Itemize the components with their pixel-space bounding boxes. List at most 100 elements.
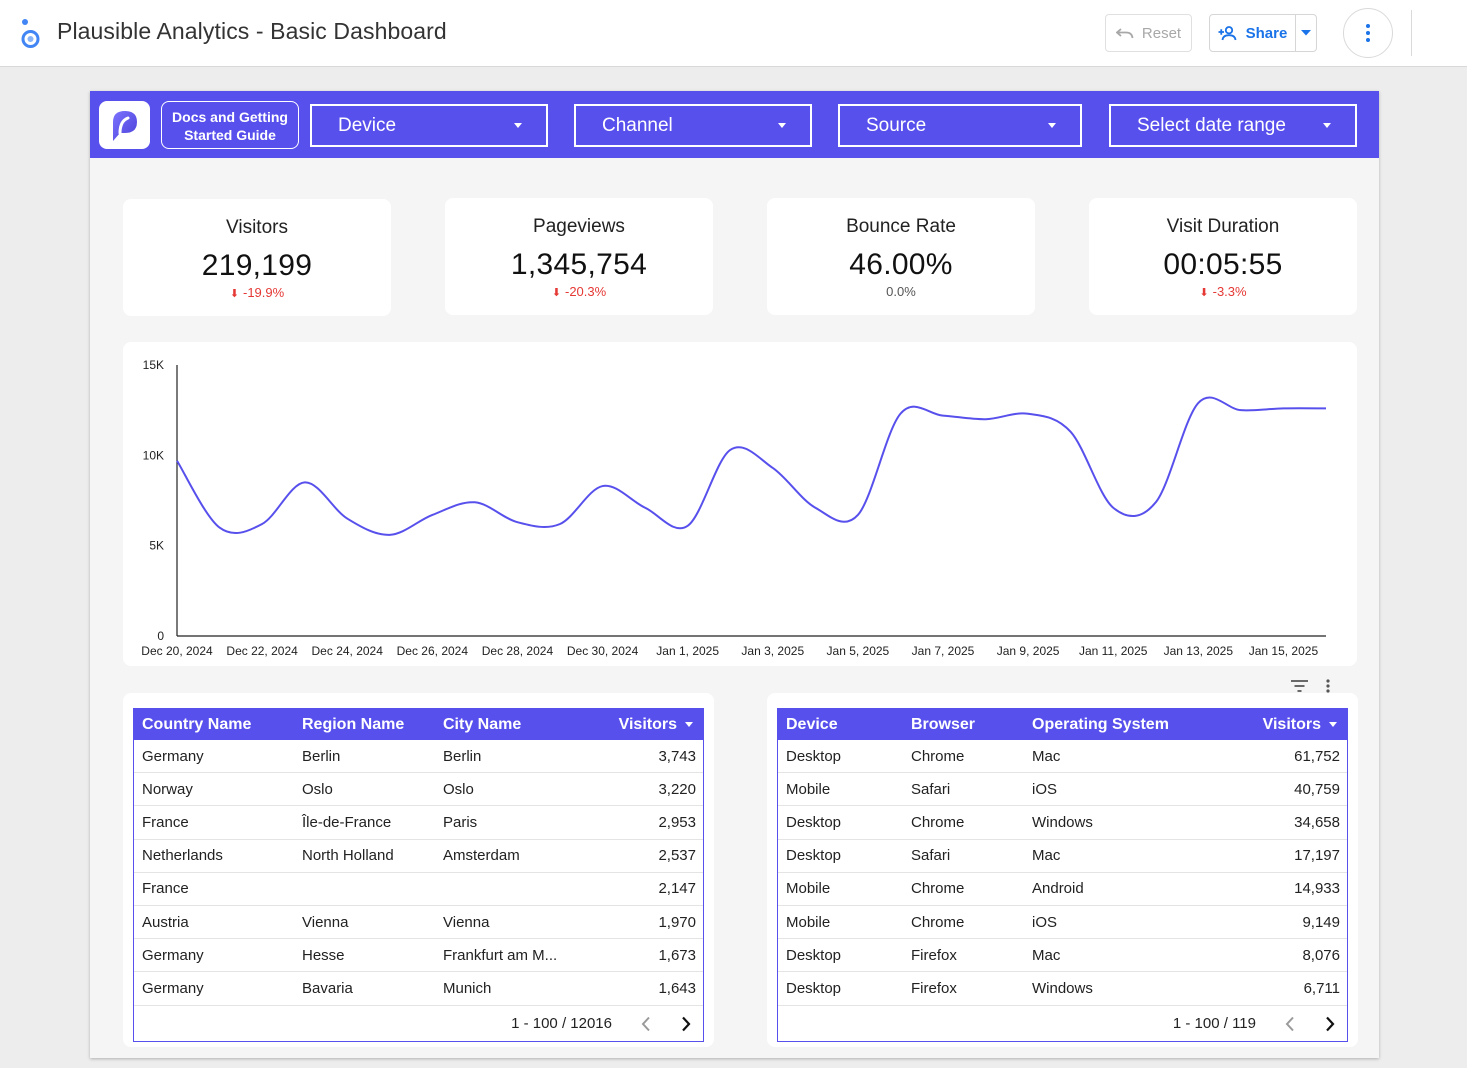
more-options-button[interactable] bbox=[1343, 8, 1393, 58]
column-header-region[interactable]: Region Name bbox=[302, 715, 405, 733]
column-header-os[interactable]: Operating System bbox=[1032, 715, 1169, 733]
table-row[interactable]: Norway Oslo Oslo 3,220 bbox=[134, 773, 703, 807]
data-point[interactable] bbox=[980, 413, 992, 425]
x-tick-label: Jan 9, 2025 bbox=[997, 644, 1060, 658]
column-header-visitors[interactable]: Visitors bbox=[1263, 709, 1337, 740]
column-header-visitors-label: Visitors bbox=[1262, 715, 1321, 733]
kpi-card-pageviews: Pageviews 1,345,754 ⬇ -20.3% bbox=[445, 198, 713, 315]
data-point[interactable] bbox=[171, 455, 183, 467]
docs-guide-button[interactable]: Docs and Getting Started Guide bbox=[161, 101, 299, 149]
data-point[interactable] bbox=[1277, 402, 1289, 414]
table-row[interactable]: Desktop Chrome Windows 34,658 bbox=[778, 806, 1347, 840]
share-button[interactable]: Share bbox=[1210, 15, 1296, 51]
cell-city: Amsterdam bbox=[443, 847, 520, 865]
column-header-visitors[interactable]: Visitors bbox=[619, 709, 693, 740]
share-options-button[interactable] bbox=[1296, 15, 1316, 51]
table-row[interactable]: Mobile Safari iOS 40,759 bbox=[778, 773, 1347, 807]
filter-icon[interactable] bbox=[1291, 680, 1308, 692]
kpi-delta: ⬇ -20.3% bbox=[445, 284, 713, 299]
table-row[interactable]: Mobile Chrome iOS 9,149 bbox=[778, 906, 1347, 940]
visitors-timeseries-chart: 0 5K 10K 15K Dec 20, 2024 Dec 22, 2024 Dec 24,… bbox=[123, 342, 1357, 666]
data-point[interactable] bbox=[1235, 404, 1247, 416]
data-point[interactable] bbox=[894, 408, 906, 420]
series-line-visitors[interactable] bbox=[176, 396, 1327, 536]
pagination: 1 - 100 / 12016 bbox=[134, 1003, 703, 1041]
x-tick-label: Jan 13, 2025 bbox=[1164, 644, 1234, 658]
kpi-value: 219,199 bbox=[201, 249, 313, 282]
data-point[interactable] bbox=[1320, 402, 1332, 414]
data-point[interactable] bbox=[384, 529, 396, 541]
data-point[interactable] bbox=[597, 480, 609, 492]
x-tick-label: Dec 26, 2024 bbox=[397, 644, 469, 658]
column-header-device[interactable]: Device bbox=[786, 715, 838, 733]
cell-visitors: 6,711 bbox=[1303, 979, 1340, 997]
data-point[interactable] bbox=[1192, 397, 1204, 409]
cell-visitors: 2,953 bbox=[658, 813, 696, 831]
date-range-dropdown[interactable]: Select date range bbox=[1109, 104, 1357, 147]
data-point[interactable] bbox=[852, 509, 864, 521]
reset-button[interactable]: Reset bbox=[1105, 14, 1192, 52]
geo-table: Country Name Region Name City Name Visit… bbox=[133, 708, 704, 1042]
cell-browser: Chrome bbox=[911, 747, 965, 765]
data-point[interactable] bbox=[1107, 502, 1119, 514]
chevron-right-icon[interactable] bbox=[1325, 1016, 1335, 1032]
chevron-left-icon[interactable] bbox=[641, 1016, 651, 1032]
cell-country: Germany bbox=[142, 979, 204, 997]
kpi-value: 1,345,754 bbox=[510, 248, 648, 281]
table-row[interactable]: Germany Hesse Frankfurt am M... 1,673 bbox=[134, 939, 703, 973]
arrow-down-icon: ⬇ bbox=[229, 288, 239, 300]
table-row[interactable]: Germany Berlin Berlin 3,743 bbox=[134, 740, 703, 774]
table-row[interactable]: France 2,147 bbox=[134, 873, 703, 906]
data-point[interactable] bbox=[299, 476, 311, 488]
share-button-group: Share bbox=[1209, 14, 1317, 52]
table-row[interactable]: Desktop Firefox Mac 8,076 bbox=[778, 939, 1347, 973]
data-point[interactable] bbox=[554, 518, 566, 530]
data-point[interactable] bbox=[639, 502, 651, 514]
data-point[interactable] bbox=[809, 502, 821, 514]
data-point[interactable] bbox=[724, 444, 736, 456]
table-row[interactable]: Netherlands North Holland Amsterdam 2,537 bbox=[134, 840, 703, 873]
table-row[interactable]: Desktop Chrome Mac 61,752 bbox=[778, 740, 1347, 774]
cell-country: Austria bbox=[142, 913, 189, 931]
table-row[interactable]: France Île-de-France Paris 2,953 bbox=[134, 806, 703, 840]
data-point[interactable] bbox=[256, 518, 268, 530]
column-header-city[interactable]: City Name bbox=[443, 715, 522, 733]
table-row[interactable]: Desktop Safari Mac 17,197 bbox=[778, 840, 1347, 873]
caret-down-icon bbox=[778, 123, 786, 128]
data-point[interactable] bbox=[511, 516, 523, 528]
data-point[interactable] bbox=[1150, 496, 1162, 508]
kpi-card-visitors: Visitors 219,199 ⬇ -19.9% bbox=[123, 199, 391, 316]
column-header-country[interactable]: Country Name bbox=[142, 715, 252, 733]
chevron-right-icon[interactable] bbox=[681, 1016, 691, 1032]
data-point[interactable] bbox=[1065, 426, 1077, 438]
pagination-text: 1 - 100 / 119 bbox=[1172, 1015, 1256, 1032]
cell-device: Desktop bbox=[786, 747, 842, 765]
table-row[interactable]: Germany Bavaria Munich 1,643 bbox=[134, 972, 703, 1006]
data-point[interactable] bbox=[767, 462, 779, 474]
data-point[interactable] bbox=[469, 496, 481, 508]
data-point[interactable] bbox=[1022, 408, 1034, 420]
device-filter-dropdown[interactable]: Device bbox=[310, 104, 548, 147]
data-point[interactable] bbox=[937, 410, 949, 422]
data-point[interactable] bbox=[214, 522, 226, 534]
cell-visitors: 3,743 bbox=[658, 747, 696, 765]
table-body: Germany Berlin Berlin 3,743 Norway Oslo Oslo 3,… bbox=[134, 740, 703, 1006]
chevron-left-icon[interactable] bbox=[1285, 1016, 1295, 1032]
data-point[interactable] bbox=[341, 513, 353, 525]
table-row[interactable]: Austria Vienna Vienna 1,970 bbox=[134, 906, 703, 940]
source-filter-dropdown[interactable]: Source bbox=[838, 104, 1082, 147]
vertical-dots-icon bbox=[1366, 24, 1370, 42]
table-row[interactable]: Desktop Firefox Windows 6,711 bbox=[778, 972, 1347, 1006]
channel-filter-dropdown[interactable]: Channel bbox=[574, 104, 812, 147]
cell-os: Windows bbox=[1032, 979, 1093, 997]
vertical-dots-icon[interactable] bbox=[1326, 679, 1330, 693]
plausible-logo[interactable] bbox=[99, 101, 150, 149]
y-tick-label: 5K bbox=[149, 539, 164, 553]
x-tick-label: Dec 28, 2024 bbox=[482, 644, 554, 658]
cell-os: Android bbox=[1032, 880, 1084, 898]
column-header-browser[interactable]: Browser bbox=[911, 715, 976, 733]
data-point[interactable] bbox=[426, 509, 438, 521]
caret-down-icon bbox=[514, 123, 522, 128]
table-row[interactable]: Mobile Chrome Android 14,933 bbox=[778, 873, 1347, 906]
data-point[interactable] bbox=[682, 520, 694, 532]
